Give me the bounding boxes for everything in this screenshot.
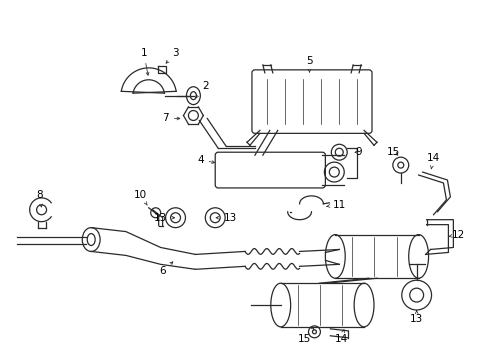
Text: 8: 8 (36, 190, 43, 207)
Text: 15: 15 (386, 147, 400, 157)
Text: 13: 13 (216, 213, 236, 223)
Text: 6: 6 (159, 262, 173, 276)
Text: 3: 3 (166, 48, 179, 63)
Text: 14: 14 (426, 153, 439, 169)
Text: 1: 1 (140, 48, 148, 75)
Text: 10: 10 (134, 190, 147, 205)
Text: 15: 15 (297, 328, 313, 344)
Text: 13: 13 (409, 311, 423, 324)
Text: 9: 9 (354, 147, 362, 157)
Text: 5: 5 (305, 56, 312, 72)
Text: 7: 7 (162, 113, 180, 123)
Text: 12: 12 (448, 230, 464, 239)
Text: 13: 13 (154, 213, 174, 223)
Text: 14: 14 (334, 330, 347, 344)
Text: 4: 4 (197, 155, 214, 165)
Text: 11: 11 (326, 200, 345, 210)
Text: 2: 2 (195, 81, 208, 98)
